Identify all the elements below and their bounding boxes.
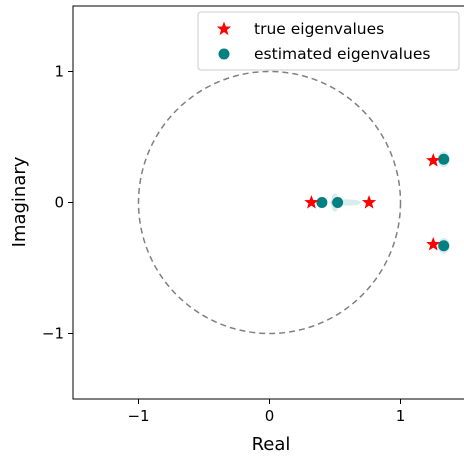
x-axis-title: Real [252, 434, 291, 455]
legend-box [197, 11, 460, 71]
legend-star-marker [216, 21, 232, 36]
axes: −1 0 1 −1 0 1 [42, 63, 405, 426]
true-eigenvalue-point [426, 153, 441, 167]
estimated-eigenvalue-point [438, 153, 450, 165]
estimated-eigenvalue-markers [316, 153, 450, 252]
true-eigenvalue-point [361, 195, 377, 209]
y-tick-label: −1 [42, 325, 64, 343]
true-eigenvalue-point [304, 195, 319, 209]
estimated-eigenvalue-point [332, 197, 344, 208]
legend-circle-marker [218, 48, 230, 60]
legend: true eigenvalues estimated eigenvalues [197, 11, 460, 71]
y-axis-title: Imaginary [9, 156, 30, 247]
x-tick-label: −1 [127, 407, 149, 425]
legend-label-true: true eigenvalues [254, 20, 384, 38]
true-eigenvalue-markers [304, 153, 441, 251]
x-tick-label: 0 [265, 407, 275, 425]
legend-circle-icon [218, 48, 230, 60]
y-tick-label: 0 [54, 194, 64, 212]
y-tick-label: 1 [54, 63, 64, 81]
x-tick-label: 1 [396, 407, 406, 425]
legend-star-icon [216, 21, 232, 36]
unit-circle [137, 70, 402, 335]
estimated-eigenvalue-point [438, 240, 450, 252]
true-eigenvalue-point [426, 236, 441, 251]
estimated-eigenvalue-point [316, 197, 328, 208]
legend-label-estimated: estimated eigenvalues [254, 45, 430, 63]
